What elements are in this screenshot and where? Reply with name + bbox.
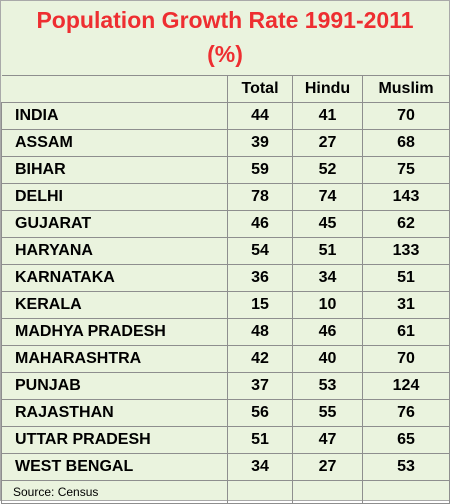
- total-cell: 44: [227, 102, 293, 130]
- hindu-cell: 45: [292, 210, 363, 238]
- muslim-cell: 133: [362, 237, 450, 265]
- total-cell: 37: [227, 372, 293, 400]
- state-cell: PUNJAB: [1, 372, 228, 400]
- table-row: WEST BENGAL 34 27 53: [1, 453, 450, 481]
- column-header-hindu: Hindu: [292, 75, 363, 103]
- state-cell: RAJASTHAN: [1, 399, 228, 427]
- table-row: KERALA 15 10 31: [1, 291, 450, 319]
- muslim-cell: 62: [362, 210, 450, 238]
- total-cell: 56: [227, 399, 293, 427]
- hindu-cell: 34: [292, 264, 363, 292]
- muslim-cell: 61: [362, 318, 450, 346]
- source-empty-cell: [362, 480, 450, 504]
- state-cell: DELHI: [1, 183, 228, 211]
- title-line-2: (%): [207, 41, 243, 67]
- hindu-cell: 51: [292, 237, 363, 265]
- muslim-cell: 53: [362, 453, 450, 481]
- muslim-cell: 70: [362, 345, 450, 373]
- muslim-cell: 65: [362, 426, 450, 454]
- header-row: Total Hindu Muslim: [1, 75, 450, 103]
- table-row: INDIA 44 41 70: [1, 102, 450, 130]
- source-empty-cell: [227, 480, 293, 504]
- state-cell: HARYANA: [1, 237, 228, 265]
- table-body: INDIA 44 41 70 ASSAM 39 27 68 BIHAR 59 52 75 DELHI 78…: [1, 102, 450, 481]
- state-cell: GUJARAT: [1, 210, 228, 238]
- source-row: Source: Census: [1, 480, 450, 504]
- hindu-cell: 46: [292, 318, 363, 346]
- hindu-cell: 53: [292, 372, 363, 400]
- hindu-cell: 52: [292, 156, 363, 184]
- total-cell: 34: [227, 453, 293, 481]
- table-row: BIHAR 59 52 75: [1, 156, 450, 184]
- total-cell: 46: [227, 210, 293, 238]
- state-cell: KARNATAKA: [1, 264, 228, 292]
- table-row: KARNATAKA 36 34 51: [1, 264, 450, 292]
- table-row: UTTAR PRADESH 51 47 65: [1, 426, 450, 454]
- source-note: Source: Census: [1, 480, 228, 504]
- muslim-cell: 124: [362, 372, 450, 400]
- table-row: PUNJAB 37 53 124: [1, 372, 450, 400]
- total-cell: 78: [227, 183, 293, 211]
- hindu-cell: 10: [292, 291, 363, 319]
- total-cell: 54: [227, 237, 293, 265]
- column-header-total: Total: [227, 75, 293, 103]
- muslim-cell: 75: [362, 156, 450, 184]
- hindu-cell: 41: [292, 102, 363, 130]
- total-cell: 39: [227, 129, 293, 157]
- hindu-cell: 47: [292, 426, 363, 454]
- table-row: MADHYA PRADESH 48 46 61: [1, 318, 450, 346]
- total-cell: 59: [227, 156, 293, 184]
- chart-title: Population Growth Rate 1991-2011 (%): [1, 1, 449, 75]
- muslim-cell: 70: [362, 102, 450, 130]
- growth-rate-table: Total Hindu Muslim INDIA 44 41 70 ASSAM 39 27 6…: [1, 75, 450, 504]
- state-cell: KERALA: [1, 291, 228, 319]
- total-cell: 36: [227, 264, 293, 292]
- muslim-cell: 31: [362, 291, 450, 319]
- table-row: HARYANA 54 51 133: [1, 237, 450, 265]
- hindu-cell: 27: [292, 129, 363, 157]
- muslim-cell: 76: [362, 399, 450, 427]
- state-cell: BIHAR: [1, 156, 228, 184]
- state-cell: MADHYA PRADESH: [1, 318, 228, 346]
- state-cell: MAHARASHTRA: [1, 345, 228, 373]
- hindu-cell: 74: [292, 183, 363, 211]
- muslim-cell: 68: [362, 129, 450, 157]
- column-header-state: [1, 75, 228, 103]
- source-empty-cell: [292, 480, 363, 504]
- table-row: DELHI 78 74 143: [1, 183, 450, 211]
- state-cell: INDIA: [1, 102, 228, 130]
- table-row: GUJARAT 46 45 62: [1, 210, 450, 238]
- hindu-cell: 55: [292, 399, 363, 427]
- column-header-muslim: Muslim: [362, 75, 450, 103]
- total-cell: 48: [227, 318, 293, 346]
- muslim-cell: 51: [362, 264, 450, 292]
- state-cell: UTTAR PRADESH: [1, 426, 228, 454]
- hindu-cell: 40: [292, 345, 363, 373]
- title-line-1: Population Growth Rate 1991-2011: [36, 7, 414, 33]
- total-cell: 15: [227, 291, 293, 319]
- table-row: RAJASTHAN 56 55 76: [1, 399, 450, 427]
- total-cell: 51: [227, 426, 293, 454]
- total-cell: 42: [227, 345, 293, 373]
- state-cell: ASSAM: [1, 129, 228, 157]
- muslim-cell: 143: [362, 183, 450, 211]
- state-cell: WEST BENGAL: [1, 453, 228, 481]
- hindu-cell: 27: [292, 453, 363, 481]
- table-row: MAHARASHTRA 42 40 70: [1, 345, 450, 373]
- table-row: ASSAM 39 27 68: [1, 129, 450, 157]
